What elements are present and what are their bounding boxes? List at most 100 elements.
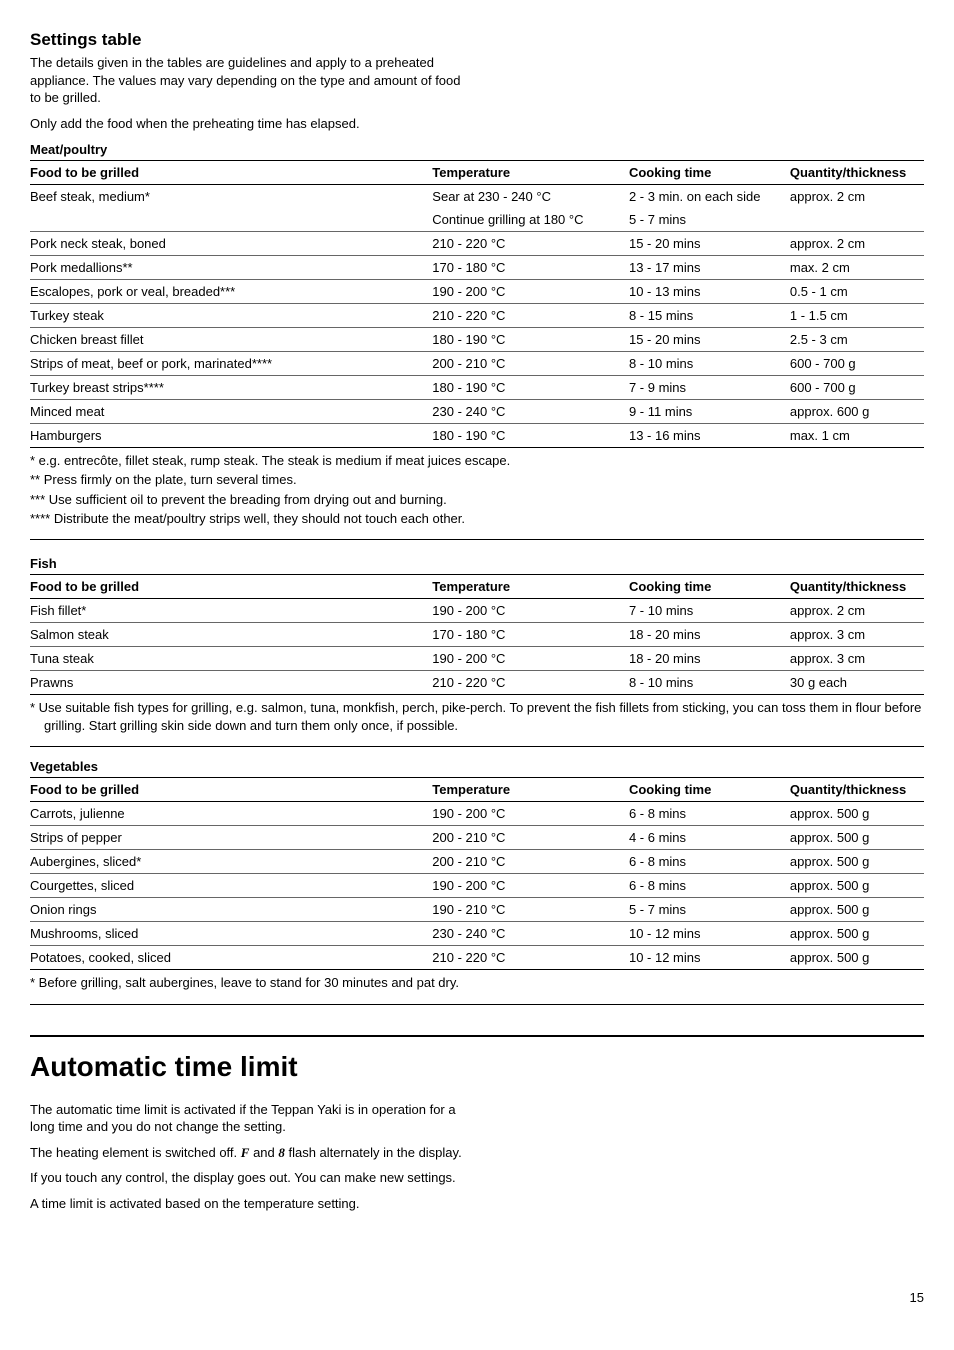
- page-number: 15: [910, 1290, 924, 1305]
- cell-qty: approx. 2 cm: [790, 232, 924, 256]
- th-qty: Quantity/thickness: [790, 161, 924, 185]
- table-row: Mushrooms, sliced230 - 240 °C10 - 12 min…: [30, 922, 924, 946]
- th-temp: Temperature: [432, 161, 629, 185]
- cell-time: 15 - 20 mins: [629, 328, 790, 352]
- cell-food: Minced meat: [30, 400, 432, 424]
- cell-food: Pork neck steak, boned: [30, 232, 432, 256]
- cell-time: 4 - 6 mins: [629, 826, 790, 850]
- cell-time: 5 - 7 mins: [629, 898, 790, 922]
- th-time: Cooking time: [629, 161, 790, 185]
- table-row: Fish fillet*190 - 200 °C7 - 10 minsappro…: [30, 598, 924, 622]
- cell-qty: approx. 2 cm: [790, 598, 924, 622]
- footnote: *** Use sufficient oil to prevent the br…: [30, 491, 924, 509]
- cell-time: 6 - 8 mins: [629, 850, 790, 874]
- table-row: Strips of pepper200 - 210 °C4 - 6 minsap…: [30, 826, 924, 850]
- table-row: Pork neck steak, boned210 - 220 °C15 - 2…: [30, 232, 924, 256]
- cell-food: Prawns: [30, 670, 432, 694]
- chapter-divider: [30, 1035, 924, 1037]
- cell-qty: 2.5 - 3 cm: [790, 328, 924, 352]
- footnote: * Before grilling, salt aubergines, leav…: [30, 974, 924, 992]
- cell-temp: Sear at 230 - 240 °C: [432, 185, 629, 209]
- table-row: Tuna steak190 - 200 °C18 - 20 minsapprox…: [30, 646, 924, 670]
- cell-qty: approx. 500 g: [790, 826, 924, 850]
- cell-qty: approx. 2 cm: [790, 185, 924, 232]
- th-temp: Temperature: [432, 778, 629, 802]
- cell-time: 6 - 8 mins: [629, 874, 790, 898]
- table-title-veg: Vegetables: [30, 759, 924, 774]
- footnote: ** Press firmly on the plate, turn sever…: [30, 471, 924, 489]
- footnotes-veg: * Before grilling, salt aubergines, leav…: [30, 974, 924, 1004]
- cell-qty: max. 1 cm: [790, 424, 924, 448]
- cell-qty: 30 g each: [790, 670, 924, 694]
- cell-temp: 200 - 210 °C: [432, 850, 629, 874]
- table-row: Hamburgers180 - 190 °C13 - 16 minsmax. 1…: [30, 424, 924, 448]
- cell-time: 8 - 10 mins: [629, 670, 790, 694]
- cell-qty: approx. 500 g: [790, 874, 924, 898]
- cell-temp: 180 - 190 °C: [432, 328, 629, 352]
- cell-qty: approx. 500 g: [790, 850, 924, 874]
- cell-qty: 0.5 - 1 cm: [790, 280, 924, 304]
- text: flash alternately in the display.: [285, 1145, 462, 1160]
- cell-time: 13 - 16 mins: [629, 424, 790, 448]
- table-row: Onion rings190 - 210 °C5 - 7 minsapprox.…: [30, 898, 924, 922]
- cell-time: 10 - 12 mins: [629, 922, 790, 946]
- cell-temp: 210 - 220 °C: [432, 946, 629, 970]
- timelimit-p1: The automatic time limit is activated if…: [30, 1101, 470, 1136]
- cell-time: 6 - 8 mins: [629, 802, 790, 826]
- th-qty: Quantity/thickness: [790, 778, 924, 802]
- table-row: Beef steak, medium* Sear at 230 - 240 °C…: [30, 185, 924, 209]
- table-row: Potatoes, cooked, sliced210 - 220 °C10 -…: [30, 946, 924, 970]
- footnote: **** Distribute the meat/poultry strips …: [30, 510, 924, 528]
- th-food: Food to be grilled: [30, 778, 432, 802]
- table-row: Minced meat230 - 240 °C9 - 11 minsapprox…: [30, 400, 924, 424]
- th-qty: Quantity/thickness: [790, 574, 924, 598]
- table-row: Chicken breast fillet180 - 190 °C15 - 20…: [30, 328, 924, 352]
- cell-temp: 180 - 190 °C: [432, 424, 629, 448]
- cell-food: Onion rings: [30, 898, 432, 922]
- cell-qty: 1 - 1.5 cm: [790, 304, 924, 328]
- cell-food: Pork medallions**: [30, 256, 432, 280]
- cell-temp: 170 - 180 °C: [432, 256, 629, 280]
- cell-time: 13 - 17 mins: [629, 256, 790, 280]
- cell-qty: approx. 3 cm: [790, 646, 924, 670]
- cell-temp: 210 - 220 °C: [432, 304, 629, 328]
- cell-food: Beef steak, medium*: [30, 185, 432, 232]
- cell-qty: approx. 500 g: [790, 898, 924, 922]
- cell-temp: 190 - 200 °C: [432, 874, 629, 898]
- cell-qty: approx. 500 g: [790, 802, 924, 826]
- cell-food: Escalopes, pork or veal, breaded***: [30, 280, 432, 304]
- cell-temp: 170 - 180 °C: [432, 622, 629, 646]
- timelimit-heading: Automatic time limit: [30, 1051, 924, 1083]
- cell-temp: 190 - 200 °C: [432, 280, 629, 304]
- cell-qty: approx. 600 g: [790, 400, 924, 424]
- th-food: Food to be grilled: [30, 574, 432, 598]
- cell-time: 15 - 20 mins: [629, 232, 790, 256]
- cell-temp: 200 - 210 °C: [432, 352, 629, 376]
- cell-time: 8 - 10 mins: [629, 352, 790, 376]
- table-meat: Food to be grilled Temperature Cooking t…: [30, 160, 924, 448]
- cell-food: Aubergines, sliced*: [30, 850, 432, 874]
- footnote: * e.g. entrecôte, fillet steak, rump ste…: [30, 452, 924, 470]
- cell-food: Courgettes, sliced: [30, 874, 432, 898]
- cell-time: 8 - 15 mins: [629, 304, 790, 328]
- timelimit-p2: The heating element is switched off. F a…: [30, 1144, 470, 1162]
- table-row: Pork medallions**170 - 180 °C13 - 17 min…: [30, 256, 924, 280]
- cell-temp: 190 - 200 °C: [432, 598, 629, 622]
- timelimit-p3: If you touch any control, the display go…: [30, 1169, 470, 1187]
- cell-temp: 230 - 240 °C: [432, 400, 629, 424]
- cell-food: Tuna steak: [30, 646, 432, 670]
- cell-food: Hamburgers: [30, 424, 432, 448]
- text: The heating element is switched off.: [30, 1145, 241, 1160]
- cell-qty: max. 2 cm: [790, 256, 924, 280]
- cell-food: Turkey steak: [30, 304, 432, 328]
- cell-time: 18 - 20 mins: [629, 646, 790, 670]
- cell-food: Chicken breast fillet: [30, 328, 432, 352]
- table-row: Courgettes, sliced190 - 200 °C6 - 8 mins…: [30, 874, 924, 898]
- settings-intro-2: Only add the food when the preheating ti…: [30, 115, 470, 133]
- cell-time: 7 - 9 mins: [629, 376, 790, 400]
- table-row: Aubergines, sliced*200 - 210 °C6 - 8 min…: [30, 850, 924, 874]
- cell-qty: approx. 3 cm: [790, 622, 924, 646]
- timelimit-p4: A time limit is activated based on the t…: [30, 1195, 470, 1213]
- cell-food: Strips of meat, beef or pork, marinated*…: [30, 352, 432, 376]
- cell-temp: 180 - 190 °C: [432, 376, 629, 400]
